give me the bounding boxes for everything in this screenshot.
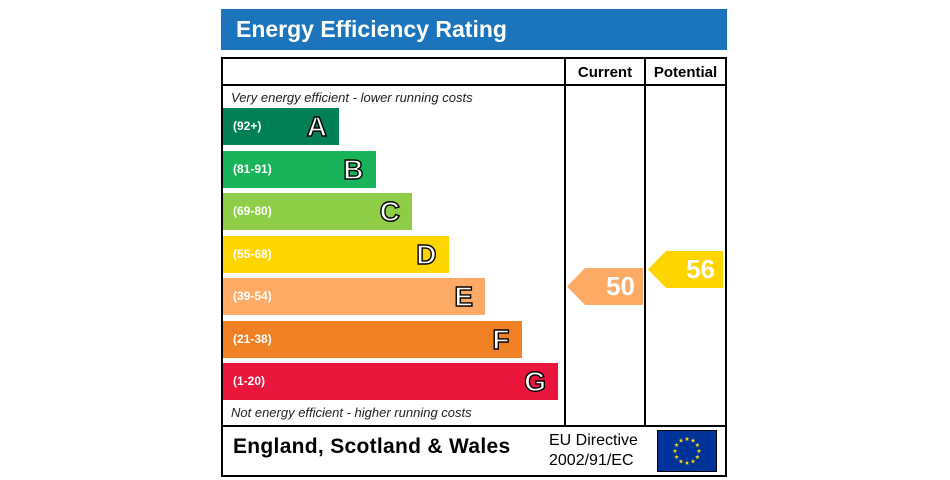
band-b: (81-91) B xyxy=(223,150,376,188)
eu-directive-line2: 2002/91/EC xyxy=(549,452,634,469)
current-column-header: Current xyxy=(577,64,633,81)
flag-star xyxy=(690,438,696,443)
flag-star xyxy=(695,454,700,459)
eu-flag-stars xyxy=(672,436,702,465)
flag-star xyxy=(672,448,678,453)
band-range-c: (69-80) xyxy=(233,204,272,218)
band-letter-f: F xyxy=(492,323,511,355)
eu-directive: EU Directive 2002/91/EC xyxy=(549,431,638,471)
band-c: (69-80) C xyxy=(223,193,412,230)
band-range-e: (39-54) xyxy=(233,289,272,303)
band-range-d: (55-68) xyxy=(233,246,272,261)
band-range-b: (81-91) xyxy=(233,161,272,176)
band-letter-d: D xyxy=(416,238,438,270)
current-rating-value: 50 xyxy=(606,271,635,302)
region-label: England, Scotland & Wales xyxy=(233,435,511,458)
eu-flag-icon xyxy=(657,430,717,472)
flag-star xyxy=(674,442,679,447)
top-note: Very energy efficient - lower running co… xyxy=(231,90,473,105)
current-rating-arrow: 50 xyxy=(567,268,643,306)
flag-star xyxy=(678,438,684,443)
potential-rating-value: 56 xyxy=(686,254,715,285)
current-column-divider xyxy=(564,57,566,427)
potential-rating-arrow: 56 xyxy=(648,251,723,289)
band-g: (1-20) G xyxy=(223,363,558,400)
band-letter-b: B xyxy=(343,153,365,185)
band-range-g: (1-20) xyxy=(233,374,266,388)
flag-star xyxy=(695,442,700,447)
header-divider xyxy=(221,84,727,86)
band-f: (21-38) F xyxy=(223,320,522,358)
flag-star xyxy=(684,460,690,465)
flag-star xyxy=(678,458,684,464)
flag-star xyxy=(674,454,679,459)
band-letter-e: E xyxy=(454,280,474,312)
band-range-a: (92+) xyxy=(233,119,262,133)
eu-directive-line1: EU Directive xyxy=(549,432,638,449)
chart-title: Energy Efficiency Rating xyxy=(221,9,727,50)
current-arrow-shape xyxy=(567,268,643,306)
potential-column-divider xyxy=(644,57,646,427)
band-d: (55-68) D xyxy=(223,235,449,273)
flag-star xyxy=(684,436,690,441)
potential-column-header: Potential xyxy=(653,64,718,81)
rating-frame xyxy=(221,57,727,477)
band-range-f: (21-38) xyxy=(233,331,272,346)
band-letter-a: A xyxy=(306,110,328,142)
flag-star xyxy=(696,448,702,453)
footer-divider xyxy=(221,425,727,427)
bottom-note: Not energy efficient - higher running co… xyxy=(231,405,472,420)
band-letter-c: C xyxy=(379,195,401,227)
potential-arrow-shape xyxy=(648,251,723,289)
band-e: (39-54) E xyxy=(223,278,485,315)
flag-star xyxy=(690,458,696,464)
band-a: (92+) A xyxy=(223,108,339,145)
band-letter-g: G xyxy=(524,365,547,397)
